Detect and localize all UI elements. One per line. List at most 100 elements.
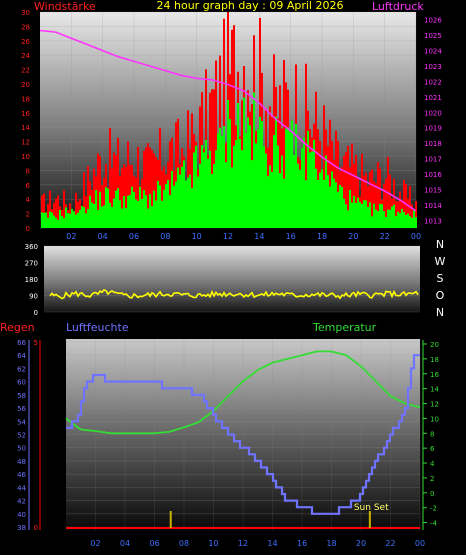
- pressure-tick-label: 1020: [424, 109, 442, 117]
- gust-bar: [125, 166, 127, 228]
- mean-wind-bar: [161, 200, 163, 228]
- mean-wind-bar: [233, 145, 235, 228]
- climate-x-tick-label: 10: [208, 539, 218, 548]
- direction-panel-background: [44, 246, 420, 312]
- gust-bar: [175, 122, 177, 228]
- mean-wind-bar: [147, 208, 149, 228]
- humidity-tick-label: 60: [17, 379, 26, 387]
- mean-wind-bar: [255, 143, 257, 228]
- pressure-tick-label: 1023: [424, 63, 442, 71]
- mean-wind-bar: [303, 137, 305, 228]
- gust-bar: [379, 168, 381, 228]
- mean-wind-bar: [237, 102, 239, 228]
- mean-wind-bar: [145, 195, 147, 228]
- mean-wind-bar: [95, 190, 97, 228]
- direction-y-ticks: 0 90 180 270 360: [25, 243, 38, 317]
- compass-label: O: [436, 289, 445, 302]
- mean-wind-bar: [383, 211, 385, 228]
- gust-bar: [369, 171, 371, 228]
- mean-wind-bar: [267, 176, 269, 228]
- gust-bar: [211, 89, 213, 228]
- mean-wind-bar: [275, 116, 277, 228]
- humidity-tick-label: 38: [17, 524, 26, 532]
- mean-wind-bar: [163, 189, 165, 228]
- mean-wind-bar: [227, 100, 229, 228]
- pressure-tick-label: 1018: [424, 140, 442, 148]
- mean-wind-bar: [169, 195, 171, 228]
- mean-wind-bar: [405, 214, 407, 228]
- mean-wind-bar: [323, 179, 325, 228]
- mean-wind-bar: [207, 158, 209, 228]
- humidity-tick-label: 42: [17, 498, 26, 506]
- mean-wind-bar: [67, 213, 69, 228]
- wind-tick-label: 20: [21, 81, 30, 89]
- pressure-tick-label: 1016: [424, 171, 442, 179]
- humidity-tick-label: 62: [17, 365, 26, 373]
- humidity-tick-label: 64: [17, 352, 26, 360]
- gust-bar: [127, 141, 129, 228]
- mean-wind-bar: [175, 181, 177, 228]
- mean-wind-bar: [185, 180, 187, 228]
- wind-x-tick-label: 22: [380, 232, 390, 241]
- gust-bar: [213, 89, 215, 229]
- mean-wind-bar: [143, 190, 145, 228]
- mean-wind-bar: [301, 148, 303, 228]
- mean-wind-bar: [311, 151, 313, 228]
- climate-x-tick-label: 18: [326, 539, 336, 548]
- mean-wind-bar: [183, 160, 185, 228]
- wind-tick-label: 28: [21, 23, 30, 31]
- mean-wind-bar: [353, 195, 355, 228]
- mean-wind-bar: [219, 127, 221, 228]
- gust-bar: [155, 157, 157, 228]
- mean-wind-bar: [55, 217, 57, 228]
- wind-tick-label: 24: [21, 52, 30, 60]
- mean-wind-bar: [319, 172, 321, 228]
- wind-tick-label: 4: [26, 196, 31, 204]
- climate-x-tick-label: 00: [415, 539, 425, 548]
- mean-wind-bar: [395, 216, 397, 228]
- mean-wind-bar: [127, 195, 129, 228]
- mean-wind-bar: [355, 203, 357, 228]
- mean-wind-bar: [221, 135, 223, 228]
- mean-wind-bar: [295, 123, 297, 228]
- direction-tick-label: 270: [25, 260, 38, 268]
- gust-bar: [283, 59, 285, 228]
- gust-bar: [317, 129, 319, 228]
- mean-wind-bar: [199, 163, 201, 228]
- direction-tick-label: 0: [34, 309, 38, 317]
- gust-bar: [75, 192, 77, 228]
- gust-bar: [351, 143, 353, 228]
- mean-wind-bar: [45, 212, 47, 228]
- humidity-tick-label: 56: [17, 405, 26, 413]
- gust-bar: [43, 193, 45, 228]
- gust-bar: [41, 195, 43, 228]
- mean-wind-bar: [63, 218, 65, 228]
- gust-bar: [365, 172, 367, 228]
- mean-wind-bar: [325, 155, 327, 228]
- mean-wind-bar: [251, 160, 253, 228]
- mean-wind-bar: [149, 194, 151, 228]
- mean-wind-bar: [47, 217, 49, 228]
- pressure-tick-label: 1022: [424, 78, 442, 86]
- mean-wind-bar: [101, 206, 103, 228]
- rain-tick-label: 5: [34, 339, 38, 347]
- climate-x-ticks: 02 04 06 08 10 12 14 16 18 20 22 00: [90, 539, 425, 548]
- gust-bar: [57, 195, 59, 228]
- mean-wind-bar: [107, 188, 109, 228]
- gust-bar: [343, 155, 345, 228]
- gust-bar: [315, 91, 317, 228]
- mean-wind-bar: [269, 165, 271, 228]
- mean-wind-bar: [197, 176, 199, 228]
- gust-bar: [399, 191, 401, 228]
- mean-wind-bar: [71, 208, 73, 228]
- rain-tick-label: 0: [34, 524, 38, 532]
- mean-wind-bar: [141, 199, 143, 228]
- humidity-tick-label: 48: [17, 458, 26, 466]
- mean-wind-bar: [415, 217, 417, 228]
- humidity-tick-label: 58: [17, 392, 26, 400]
- gust-bar: [411, 204, 413, 228]
- gust-bar: [97, 153, 99, 228]
- pressure-y-ticks: 1013 1014 1015 1016 1017 1018 1019 1020 1021 1022…: [424, 17, 442, 226]
- mean-wind-bar: [327, 175, 329, 228]
- mean-wind-bar: [387, 209, 389, 228]
